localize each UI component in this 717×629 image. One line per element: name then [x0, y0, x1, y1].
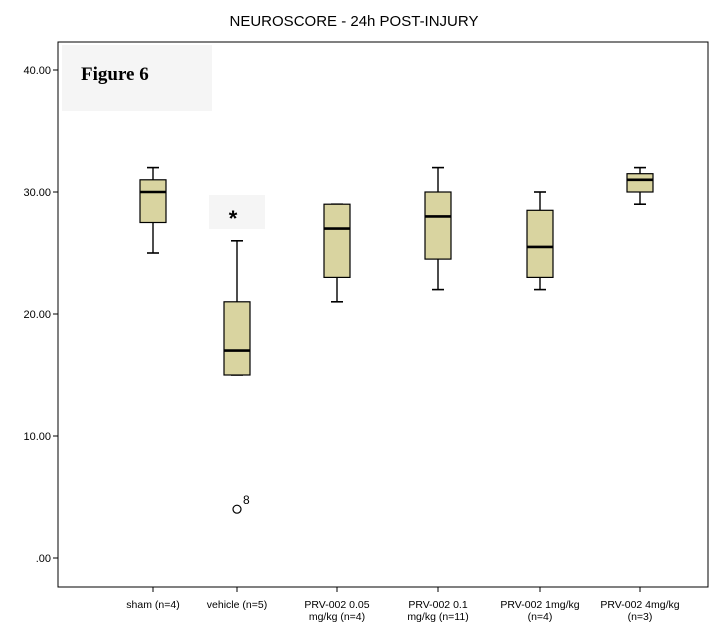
box-group	[323, 203, 351, 303]
box-group: 8*	[209, 194, 265, 514]
outlier-point	[232, 504, 242, 514]
y-tick-label: .00	[36, 553, 51, 565]
box-group	[139, 166, 167, 254]
y-tick-label: 10.00	[23, 431, 51, 443]
outlier-label: 8	[243, 493, 250, 507]
chart-title: NEUROSCORE - 24h POST-INJURY	[230, 13, 479, 30]
box-iqr	[323, 203, 351, 278]
plot-area-frame	[57, 41, 709, 588]
x-category-label: PRV-002 0.1 mg/kg (n=11)	[407, 599, 468, 623]
y-tick-label: 30.00	[23, 187, 51, 199]
y-axis: .00 10.00 20.00 30.00 40.00	[23, 65, 58, 565]
y-tick-label: 20.00	[23, 309, 51, 321]
box-iqr	[424, 191, 452, 260]
box-iqr	[139, 179, 167, 224]
x-category-label: PRV-002 4mg/kg (n=3)	[600, 599, 679, 623]
box-group	[526, 191, 554, 291]
significance-marker: *	[229, 206, 238, 231]
box-group	[626, 166, 654, 205]
y-tick-label: 40.00	[23, 65, 51, 77]
figure-label: Figure 6	[81, 64, 149, 85]
boxplot-series: 8*	[139, 166, 654, 514]
x-category-label: sham (n=4)	[126, 599, 179, 611]
x-category-label: PRV-002 1mg/kg (n=4)	[500, 599, 579, 623]
significance-background	[209, 194, 265, 229]
figure-label-background	[62, 45, 212, 111]
x-category-label: PRV-002 0.05 mg/kg (n=4)	[304, 599, 369, 623]
x-category-label: vehicle (n=5)	[207, 599, 267, 611]
box-group	[424, 166, 452, 291]
x-axis-labels: sham (n=4) vehicle (n=5) PRV-002 0.05 mg/kg…	[126, 587, 680, 623]
box-iqr	[526, 209, 554, 279]
box-iqr	[626, 173, 654, 193]
box-iqr	[223, 301, 251, 376]
